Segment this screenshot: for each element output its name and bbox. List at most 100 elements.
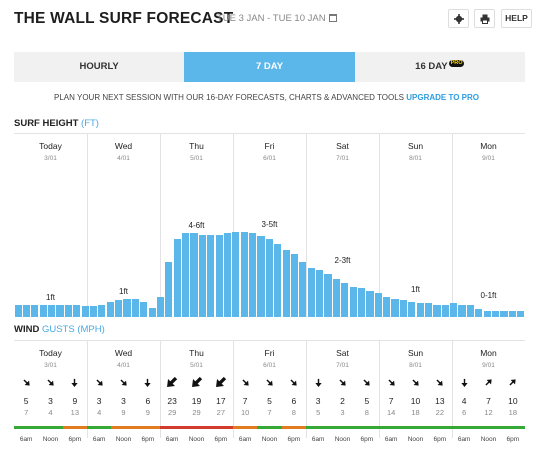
surf-height-label: 1ft — [46, 292, 55, 302]
wind-unit: (MPH) — [77, 324, 105, 335]
wind-speed: 13 — [435, 396, 445, 406]
wind-arrow-icon — [213, 374, 229, 390]
wind-speed: 7 — [486, 396, 491, 406]
day-name: Thu — [189, 348, 204, 358]
wind-arrow-icon — [237, 374, 253, 390]
wind-arrow-icon — [140, 374, 156, 390]
wind-gust: 27 — [216, 408, 225, 417]
day-divider — [87, 134, 88, 317]
print-button[interactable] — [474, 9, 495, 28]
upgrade-link[interactable]: UPGRADE TO PRO — [406, 93, 479, 102]
wind-arrow-icon — [408, 374, 424, 390]
surf-bar — [324, 274, 332, 317]
wind-arrow-icon — [164, 374, 180, 390]
wind-gust: 7 — [267, 408, 272, 417]
date-range-text: TUE 3 JAN - TUE 10 JAN — [217, 13, 326, 24]
wind-gust: 18 — [508, 408, 517, 417]
wind-rating-bar — [330, 426, 355, 429]
day-header: Today 3/01 — [14, 141, 87, 162]
day-name: Today — [39, 348, 62, 358]
surf-bar — [190, 233, 198, 317]
wind-title-text: WIND — [14, 324, 40, 335]
settings-button[interactable] — [448, 9, 469, 28]
tab-7-day[interactable]: 7 DAY — [184, 52, 355, 82]
surf-bar — [106, 301, 114, 317]
wind-divider — [14, 340, 525, 341]
promo-banner: PLAN YOUR NEXT SESSION WITH OUR 16-DAY F… — [0, 93, 533, 102]
wind-day-header: Sun 8/01 — [379, 348, 452, 369]
surf-bar — [416, 303, 424, 317]
wind-arrow-icon — [359, 374, 375, 390]
wind-gust: 18 — [411, 408, 420, 417]
surf-bar — [64, 304, 72, 317]
surf-bar — [399, 300, 408, 317]
wind-day-header: Thu 5/01 — [160, 348, 233, 369]
surf-bar — [450, 303, 458, 317]
surf-bar — [140, 301, 148, 317]
date-range[interactable]: TUE 3 JAN - TUE 10 JAN — [217, 13, 337, 24]
tab-hourly[interactable]: HOURLY — [14, 52, 184, 82]
surf-bar — [98, 304, 106, 317]
surf-bar — [14, 304, 22, 317]
time-label: Noon — [188, 436, 205, 443]
time-label: 6pm — [433, 436, 447, 443]
surf-bar — [274, 243, 282, 317]
wind-arrow-icon — [432, 374, 448, 390]
tab-16-day[interactable]: 16 DAY PRO — [355, 52, 525, 82]
tab-7-day-label: 7 DAY — [255, 61, 284, 72]
surf-bar — [332, 278, 340, 317]
day-header: Sun 8/01 — [379, 141, 452, 162]
day-name: Mon — [480, 141, 497, 151]
surf-bar — [491, 310, 500, 317]
time-label: Noon — [115, 436, 132, 443]
wind-rating-bar — [281, 426, 306, 429]
surf-bar — [148, 307, 156, 317]
day-divider — [452, 341, 453, 438]
day-date: 8/01 — [409, 362, 422, 369]
day-date: 9/01 — [482, 362, 495, 369]
day-divider — [379, 341, 380, 438]
surf-bar — [131, 298, 139, 317]
day-date: 9/01 — [482, 155, 495, 162]
calendar-icon[interactable] — [328, 14, 337, 22]
wind-speed: 7 — [242, 396, 248, 406]
day-divider — [306, 341, 307, 438]
surf-bar — [341, 283, 349, 317]
day-header: Sat 7/01 — [306, 141, 379, 162]
day-divider — [160, 134, 161, 317]
surf-height-label: 1ft — [411, 285, 420, 295]
day-name: Fri — [264, 141, 275, 151]
wind-rating-bar — [379, 426, 404, 429]
day-divider — [160, 341, 161, 438]
wind-gust: 9 — [145, 408, 150, 417]
surf-bar — [441, 304, 449, 317]
day-name: Sat — [336, 348, 349, 358]
surf-bar — [458, 304, 466, 317]
help-button[interactable]: HELP — [501, 9, 532, 28]
wind-speed: 17 — [216, 396, 226, 406]
wind-speed: 7 — [388, 396, 394, 406]
wind-gust: 29 — [167, 408, 177, 417]
time-label: 6pm — [360, 436, 374, 443]
time-label: Noon — [261, 436, 278, 443]
tab-hourly-label: HOURLY — [79, 61, 119, 72]
surf-bar — [232, 231, 240, 317]
surf-bar — [433, 304, 441, 317]
wind-arrow-icon — [310, 374, 326, 390]
surf-bar — [48, 304, 56, 317]
day-name: Wed — [114, 348, 133, 358]
surf-bar — [290, 254, 299, 317]
wind-arrow-icon — [481, 374, 497, 390]
surf-bar — [282, 249, 290, 317]
surf-bar — [257, 236, 265, 317]
surf-bar — [156, 297, 165, 317]
day-header: Wed 4/01 — [87, 141, 160, 162]
wind-rating-bar — [184, 426, 209, 429]
wind-speed: 3 — [96, 396, 102, 406]
wind-arrow-icon — [18, 374, 34, 390]
day-date: 5/01 — [190, 362, 203, 369]
surf-bar — [517, 310, 525, 317]
day-date: 5/01 — [190, 155, 203, 162]
day-date: 3/01 — [44, 362, 57, 369]
wind-rating-bar — [354, 426, 379, 429]
